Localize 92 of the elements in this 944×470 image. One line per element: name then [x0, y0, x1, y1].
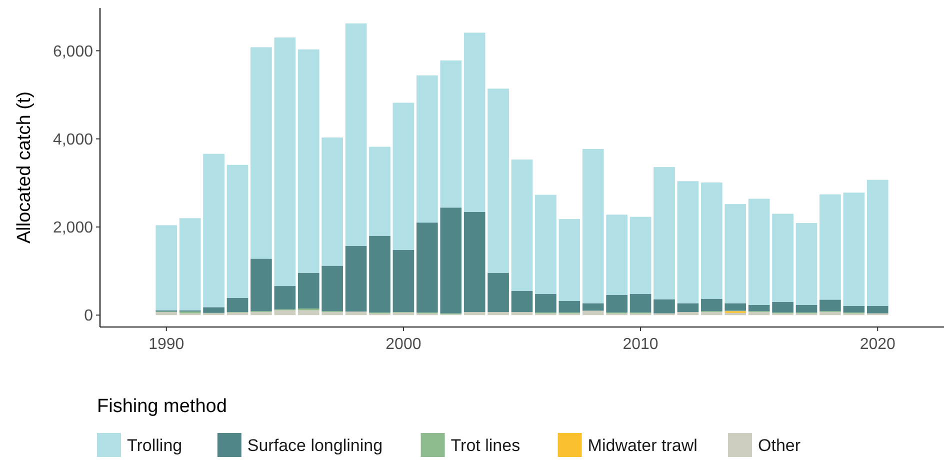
bar [298, 272, 320, 308]
bar [700, 182, 722, 299]
bar [226, 312, 248, 316]
bar [748, 312, 770, 316]
legend-label: Trolling [127, 436, 182, 455]
y-tick-label: 6,000 [52, 43, 94, 60]
x-tick-label: 1990 [148, 336, 184, 353]
bar [392, 102, 414, 250]
bar [464, 32, 486, 212]
bar [369, 236, 390, 312]
bar [203, 307, 224, 313]
bar [630, 294, 652, 312]
bar [558, 301, 580, 312]
bar [820, 312, 841, 316]
bar [226, 164, 248, 298]
x-tick-label: 2000 [386, 336, 422, 353]
bar [179, 218, 201, 310]
bar [558, 219, 580, 302]
bar [796, 304, 818, 312]
bar [345, 246, 367, 312]
y-axis-title: Allocated catch (t) [14, 91, 35, 244]
bar [724, 204, 746, 304]
bar [298, 310, 320, 316]
bar [156, 312, 178, 316]
bar [345, 23, 367, 246]
bar [724, 303, 746, 311]
bar [700, 298, 722, 312]
y-tick-label: 0 [84, 308, 94, 325]
x-tick-label: 2010 [622, 336, 658, 353]
legend-label: Other [758, 436, 801, 455]
bar [369, 146, 390, 236]
bar [392, 250, 414, 312]
bar [772, 302, 794, 312]
y-tick-label: 4,000 [52, 131, 94, 148]
bar [843, 306, 865, 312]
bar [677, 181, 699, 304]
x-tick-label: 2020 [860, 336, 896, 353]
bar [416, 222, 438, 312]
legend-label: Trot lines [450, 436, 520, 455]
bar [606, 294, 628, 312]
bar [866, 180, 888, 306]
bar [464, 212, 486, 312]
bar [606, 214, 628, 295]
bar [748, 198, 770, 305]
bar [677, 312, 699, 316]
bar [820, 194, 841, 300]
bar [748, 304, 770, 312]
legend-label: Midwater trawl [588, 436, 698, 455]
bar [440, 60, 462, 208]
bar [226, 298, 248, 312]
bar [582, 310, 604, 316]
bar [535, 294, 556, 312]
bar [866, 306, 888, 314]
bar [582, 303, 604, 311]
bar [511, 160, 533, 291]
bar [416, 75, 438, 223]
bar [250, 312, 272, 316]
bar [345, 312, 367, 316]
bar [700, 312, 722, 316]
bar [274, 286, 296, 310]
bar [724, 312, 746, 316]
bar [464, 312, 486, 316]
bar [203, 154, 224, 308]
bar [630, 216, 652, 294]
y-tick-label: 2,000 [52, 220, 94, 237]
bar [274, 310, 296, 316]
bar [392, 312, 414, 316]
bar [511, 290, 533, 312]
bar [250, 47, 272, 259]
bar [677, 303, 699, 312]
bar [298, 49, 320, 273]
bar [322, 266, 344, 312]
bar [843, 192, 865, 306]
bar [322, 312, 344, 316]
bar [535, 194, 556, 294]
bar [796, 223, 818, 305]
legend-title: Fishing method [97, 396, 227, 417]
bar [511, 312, 533, 316]
bar [488, 312, 509, 316]
bar [772, 214, 794, 302]
bar [654, 299, 675, 314]
bar [322, 138, 344, 266]
bar [250, 258, 272, 312]
bar [488, 272, 509, 312]
bar [156, 225, 178, 310]
bar [820, 300, 841, 312]
bar [440, 208, 462, 314]
bar [488, 88, 509, 273]
bar [654, 167, 675, 300]
bar [582, 148, 604, 304]
bar [274, 38, 296, 286]
legend-label: Surface longlining [247, 436, 383, 455]
